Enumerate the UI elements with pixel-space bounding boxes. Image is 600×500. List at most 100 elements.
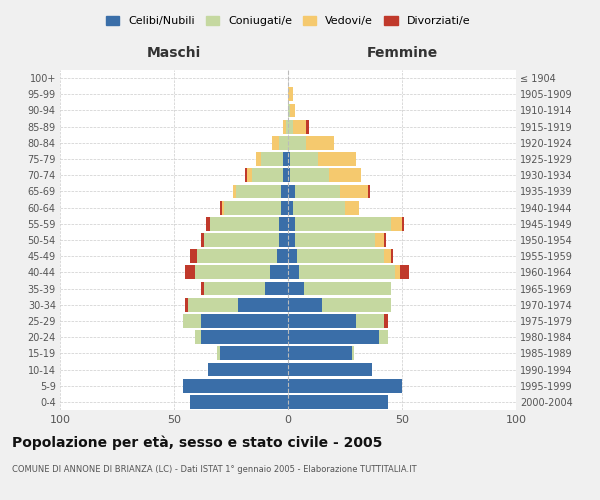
- Bar: [211, 217, 279, 230]
- Bar: [306, 120, 308, 134]
- Bar: [260, 152, 283, 166]
- Bar: [295, 233, 374, 247]
- Bar: [277, 250, 288, 263]
- Bar: [374, 233, 384, 247]
- Bar: [288, 217, 295, 230]
- Bar: [297, 250, 384, 263]
- Bar: [290, 152, 317, 166]
- Bar: [224, 200, 281, 214]
- Bar: [345, 200, 359, 214]
- Bar: [194, 330, 202, 344]
- Bar: [384, 250, 391, 263]
- Bar: [247, 168, 251, 182]
- Legend: Celibi/Nubili, Coniugati/e, Vedovi/e, Divorziati/e: Celibi/Nubili, Coniugati/e, Vedovi/e, Di…: [101, 11, 475, 30]
- Bar: [202, 314, 288, 328]
- Bar: [217, 346, 220, 360]
- Bar: [202, 282, 203, 296]
- Bar: [265, 282, 288, 296]
- Bar: [295, 184, 340, 198]
- Bar: [299, 266, 395, 280]
- Bar: [183, 379, 288, 392]
- Bar: [288, 362, 373, 376]
- Bar: [288, 200, 293, 214]
- Bar: [288, 282, 304, 296]
- Bar: [220, 346, 288, 360]
- Bar: [197, 250, 277, 263]
- Bar: [286, 120, 288, 134]
- Bar: [293, 120, 306, 134]
- Bar: [256, 152, 260, 166]
- Bar: [391, 250, 393, 263]
- Bar: [395, 266, 400, 280]
- Bar: [288, 136, 306, 149]
- Bar: [206, 217, 211, 230]
- Bar: [281, 184, 288, 198]
- Bar: [220, 200, 222, 214]
- Bar: [288, 104, 290, 118]
- Bar: [304, 282, 391, 296]
- Bar: [288, 379, 402, 392]
- Bar: [190, 250, 197, 263]
- Bar: [238, 298, 288, 312]
- Bar: [208, 362, 288, 376]
- Bar: [368, 184, 370, 198]
- Bar: [236, 184, 281, 198]
- Bar: [317, 152, 356, 166]
- Bar: [288, 250, 297, 263]
- Bar: [185, 266, 194, 280]
- Bar: [402, 217, 404, 230]
- Bar: [233, 184, 236, 198]
- Bar: [203, 233, 279, 247]
- Bar: [288, 314, 356, 328]
- Bar: [288, 120, 293, 134]
- Bar: [202, 330, 288, 344]
- Bar: [279, 136, 288, 149]
- Bar: [322, 298, 391, 312]
- Bar: [391, 217, 402, 230]
- Bar: [290, 168, 329, 182]
- Bar: [293, 200, 345, 214]
- Bar: [251, 168, 283, 182]
- Bar: [352, 346, 354, 360]
- Text: COMUNE DI ANNONE DI BRIANZA (LC) - Dati ISTAT 1° gennaio 2005 - Elaborazione TUT: COMUNE DI ANNONE DI BRIANZA (LC) - Dati …: [12, 465, 416, 474]
- Bar: [279, 233, 288, 247]
- Bar: [283, 152, 288, 166]
- Bar: [270, 266, 288, 280]
- Bar: [295, 217, 391, 230]
- Bar: [288, 88, 293, 101]
- Bar: [183, 314, 202, 328]
- Bar: [194, 266, 270, 280]
- Bar: [283, 120, 286, 134]
- Text: Maschi: Maschi: [147, 46, 201, 60]
- Bar: [185, 298, 188, 312]
- Bar: [272, 136, 279, 149]
- Bar: [288, 395, 388, 409]
- Bar: [288, 168, 290, 182]
- Bar: [245, 168, 247, 182]
- Bar: [288, 266, 299, 280]
- Bar: [306, 136, 334, 149]
- Bar: [202, 233, 203, 247]
- Bar: [379, 330, 388, 344]
- Bar: [188, 298, 238, 312]
- Bar: [340, 184, 368, 198]
- Bar: [283, 168, 288, 182]
- Bar: [400, 266, 409, 280]
- Bar: [356, 314, 384, 328]
- Bar: [290, 104, 295, 118]
- Text: Popolazione per età, sesso e stato civile - 2005: Popolazione per età, sesso e stato civil…: [12, 435, 382, 450]
- Bar: [329, 168, 361, 182]
- Bar: [288, 152, 290, 166]
- Bar: [222, 200, 224, 214]
- Bar: [203, 282, 265, 296]
- Bar: [384, 314, 388, 328]
- Bar: [281, 200, 288, 214]
- Bar: [288, 346, 352, 360]
- Bar: [288, 233, 295, 247]
- Bar: [288, 184, 295, 198]
- Bar: [288, 298, 322, 312]
- Bar: [190, 395, 288, 409]
- Bar: [279, 217, 288, 230]
- Text: Femmine: Femmine: [367, 46, 437, 60]
- Bar: [384, 233, 386, 247]
